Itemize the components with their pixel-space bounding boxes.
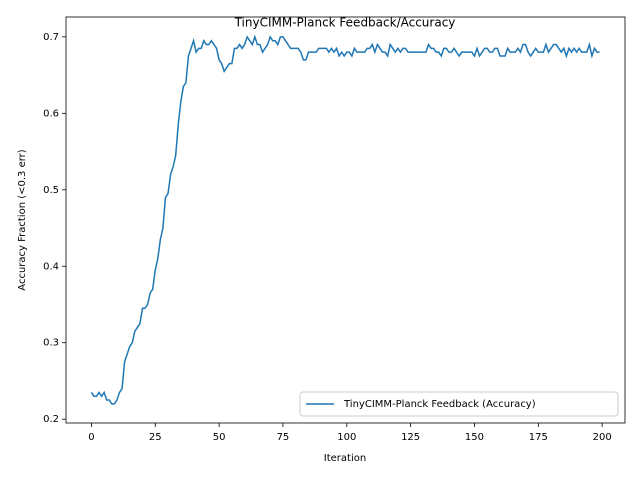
chart-title: TinyCIMM-Planck Feedback/Accuracy [234, 16, 456, 30]
y-tick-label: 0.2 [43, 414, 59, 425]
y-axis-label: Accuracy Fraction (<0.3 err) [17, 149, 28, 290]
legend-box [299, 391, 619, 417]
y-tick-label: 0.3 [43, 338, 59, 349]
y-tick-label: 0.4 [43, 261, 59, 272]
x-tick-label: 50 [213, 432, 226, 443]
y-tick-label: 0.6 [43, 108, 59, 119]
x-tick-label: 200 [593, 432, 612, 443]
x-tick-label: 100 [337, 432, 356, 443]
x-tick-label: 150 [465, 432, 484, 443]
y-tick-label: 0.7 [43, 32, 59, 43]
x-tick-label: 0 [88, 432, 94, 443]
data-line [90, 34, 600, 405]
x-tick-label: 75 [277, 432, 290, 443]
y-tick-label: 0.5 [43, 185, 59, 196]
plot-frame [65, 16, 626, 424]
x-axis-label: Iteration [324, 453, 366, 464]
x-tick-label: 125 [401, 432, 420, 443]
legend-label: TinyCIMM-Planck Feedback (Accuracy) [343, 399, 536, 410]
x-tick-label: 25 [149, 432, 162, 443]
x-tick-label: 175 [529, 432, 548, 443]
